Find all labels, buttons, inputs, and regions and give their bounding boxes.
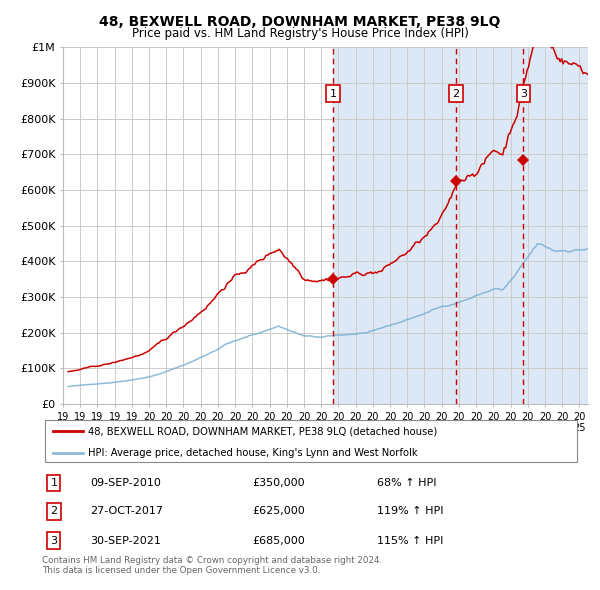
Bar — [333, 47, 600, 404]
Text: 27-OCT-2017: 27-OCT-2017 — [91, 506, 164, 516]
Text: 1: 1 — [329, 88, 337, 99]
Text: 119% ↑ HPI: 119% ↑ HPI — [377, 506, 443, 516]
Text: Contains HM Land Registry data © Crown copyright and database right 2024.
This d: Contains HM Land Registry data © Crown c… — [42, 556, 382, 575]
Text: 2: 2 — [452, 88, 460, 99]
Text: 09-SEP-2010: 09-SEP-2010 — [91, 478, 161, 488]
Text: Price paid vs. HM Land Registry's House Price Index (HPI): Price paid vs. HM Land Registry's House … — [131, 27, 469, 40]
Text: HPI: Average price, detached house, King's Lynn and West Norfolk: HPI: Average price, detached house, King… — [88, 448, 418, 458]
Text: 3: 3 — [520, 88, 527, 99]
Text: 48, BEXWELL ROAD, DOWNHAM MARKET, PE38 9LQ (detached house): 48, BEXWELL ROAD, DOWNHAM MARKET, PE38 9… — [88, 427, 437, 436]
Text: £625,000: £625,000 — [253, 506, 305, 516]
Text: £685,000: £685,000 — [253, 536, 305, 546]
Text: 68% ↑ HPI: 68% ↑ HPI — [377, 478, 436, 488]
Text: 30-SEP-2021: 30-SEP-2021 — [91, 536, 161, 546]
Text: 2: 2 — [50, 506, 58, 516]
Text: £350,000: £350,000 — [253, 478, 305, 488]
Text: 115% ↑ HPI: 115% ↑ HPI — [377, 536, 443, 546]
Text: 1: 1 — [50, 478, 58, 488]
Text: 48, BEXWELL ROAD, DOWNHAM MARKET, PE38 9LQ: 48, BEXWELL ROAD, DOWNHAM MARKET, PE38 9… — [100, 15, 500, 29]
Text: 3: 3 — [50, 536, 58, 546]
FancyBboxPatch shape — [45, 420, 577, 463]
